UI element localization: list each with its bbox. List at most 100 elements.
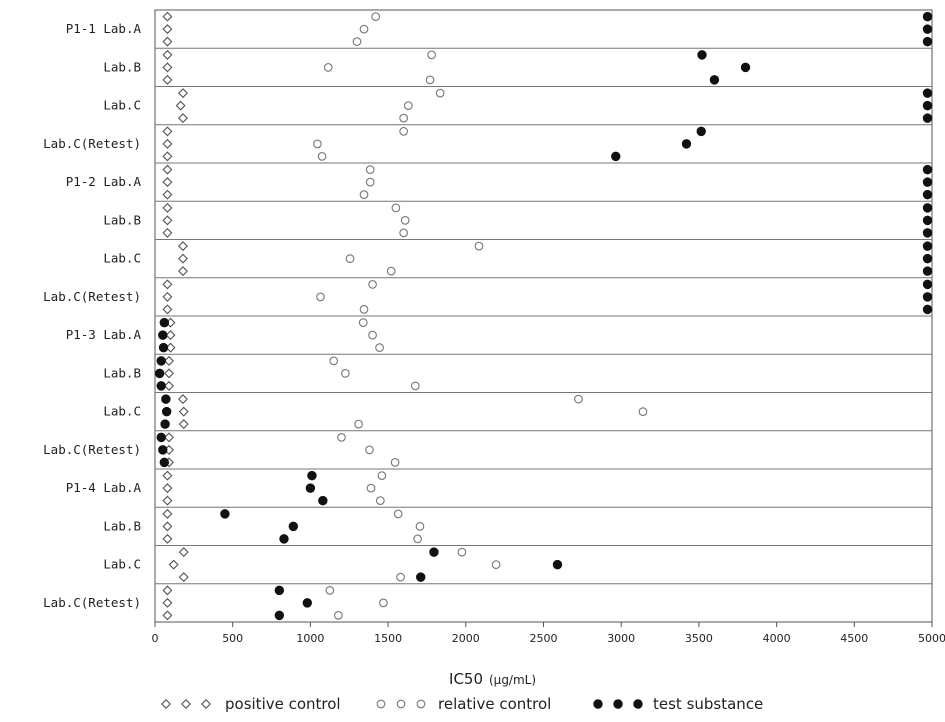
positive-control-point [162, 227, 173, 238]
relative-control-point [403, 101, 413, 110]
positive-control-point [162, 279, 173, 290]
test-substance-point [552, 559, 563, 570]
x-tick-label: 2500 [530, 632, 558, 645]
row-label: P1-2 Lab.A [66, 174, 142, 189]
test-substance-point [158, 330, 168, 340]
legend-positive-marker [181, 699, 191, 709]
relative-control-point [359, 24, 369, 34]
test-substance-point [274, 610, 285, 621]
test-substance-point [159, 457, 170, 468]
relative-control-point [325, 586, 335, 595]
legend-test-marker [633, 699, 643, 709]
relative-control-point [375, 343, 384, 352]
test-substance-point [922, 203, 933, 213]
test-substance-point [697, 50, 707, 60]
positive-control-point [162, 177, 173, 188]
positive-control-point [162, 11, 173, 22]
test-substance-point [922, 177, 933, 187]
x-tick-label: 4500 [840, 632, 868, 645]
test-substance-point [922, 88, 933, 98]
test-substance-point [220, 509, 230, 519]
positive-control-point [178, 419, 189, 430]
test-substance-point [429, 547, 439, 557]
positive-control-point [162, 62, 173, 73]
relative-control-point [375, 496, 385, 505]
row-label: P1-3 Lab.A [66, 327, 142, 342]
relative-control-point [366, 483, 376, 493]
row-label: Lab.B [103, 212, 141, 227]
positive-control-point [162, 126, 173, 137]
test-substance-point [156, 432, 166, 443]
positive-control-point [162, 597, 173, 608]
positive-control-point [178, 547, 189, 558]
positive-control-point [165, 330, 176, 341]
relative-control-point [435, 88, 445, 98]
x-axis-unit-text: (μg/mL) [489, 673, 536, 687]
test-substance-point [922, 36, 933, 47]
positive-control-point [164, 380, 174, 391]
legend-positive-marker [161, 699, 171, 709]
row-label: Lab.C [103, 404, 141, 419]
positive-control-point [178, 572, 189, 583]
positive-control-point [162, 138, 173, 149]
test-substance-point [922, 113, 933, 123]
positive-control-point [162, 470, 173, 481]
x-tick-label: 1000 [296, 632, 324, 645]
positive-control-point [164, 368, 174, 379]
relative-control-point [377, 471, 387, 480]
test-substance-point [305, 483, 316, 493]
test-substance-point [274, 585, 285, 596]
positive-control-point [175, 100, 186, 111]
relative-control-point [334, 611, 343, 620]
row-labels: P1-1 Lab.A Lab.B Lab.C Lab.C(Retest) P1-2 La… [43, 21, 141, 610]
positive-control-point [162, 189, 173, 200]
relative-control-point [323, 63, 333, 72]
positive-control-point [162, 291, 173, 302]
positive-control-point [178, 406, 189, 417]
test-substance-point [696, 126, 706, 137]
row-label: Lab.C(Retest) [43, 289, 141, 304]
positive-control-point [177, 253, 188, 264]
relative-control-point [413, 534, 422, 544]
test-substance-point [158, 342, 169, 353]
test-substance-point [156, 356, 166, 366]
relative-control-point [316, 292, 325, 302]
relative-control-point [337, 433, 346, 442]
row-label: Lab.C [103, 251, 141, 266]
markers [154, 11, 933, 621]
row-label: Lab.C [103, 557, 141, 572]
x-axis: 0 500 1000 1500 2000 2500 3000 3500 4000 4500 5000 [152, 622, 945, 645]
relative-control-point [474, 241, 484, 251]
test-substance-point [318, 495, 328, 506]
test-substance-point [922, 241, 933, 251]
x-tick-label: 3000 [607, 632, 635, 645]
x-axis-title-text: IC50 [449, 670, 483, 688]
positive-control-point [162, 164, 173, 175]
test-substance-point [681, 139, 692, 149]
x-tick-label: 5000 [918, 632, 945, 645]
test-substance-point [279, 534, 289, 544]
positive-control-point [162, 74, 173, 85]
test-substance-point [922, 189, 933, 200]
x-tick-label: 4000 [763, 632, 791, 645]
relative-control-point [415, 522, 425, 531]
relative-control-point [390, 458, 400, 467]
relative-control-point [457, 547, 467, 557]
relative-control-point [359, 305, 369, 314]
relative-control-point [368, 280, 377, 289]
positive-control-point [177, 241, 188, 252]
legend: positive control relative control test sub… [161, 695, 763, 713]
test-substance-point [922, 266, 933, 276]
relative-control-point [352, 37, 362, 46]
relative-control-point [379, 598, 388, 608]
relative-control-point [345, 254, 355, 263]
plot-frame [154, 9, 933, 623]
positive-control-point [162, 495, 173, 506]
legend-relative-marker [416, 699, 426, 709]
positive-control-point [162, 304, 173, 315]
relative-control-point [329, 356, 339, 366]
row-label: Lab.B [103, 518, 141, 533]
row-label: Lab.C [103, 98, 141, 113]
relative-control-point [359, 190, 369, 199]
